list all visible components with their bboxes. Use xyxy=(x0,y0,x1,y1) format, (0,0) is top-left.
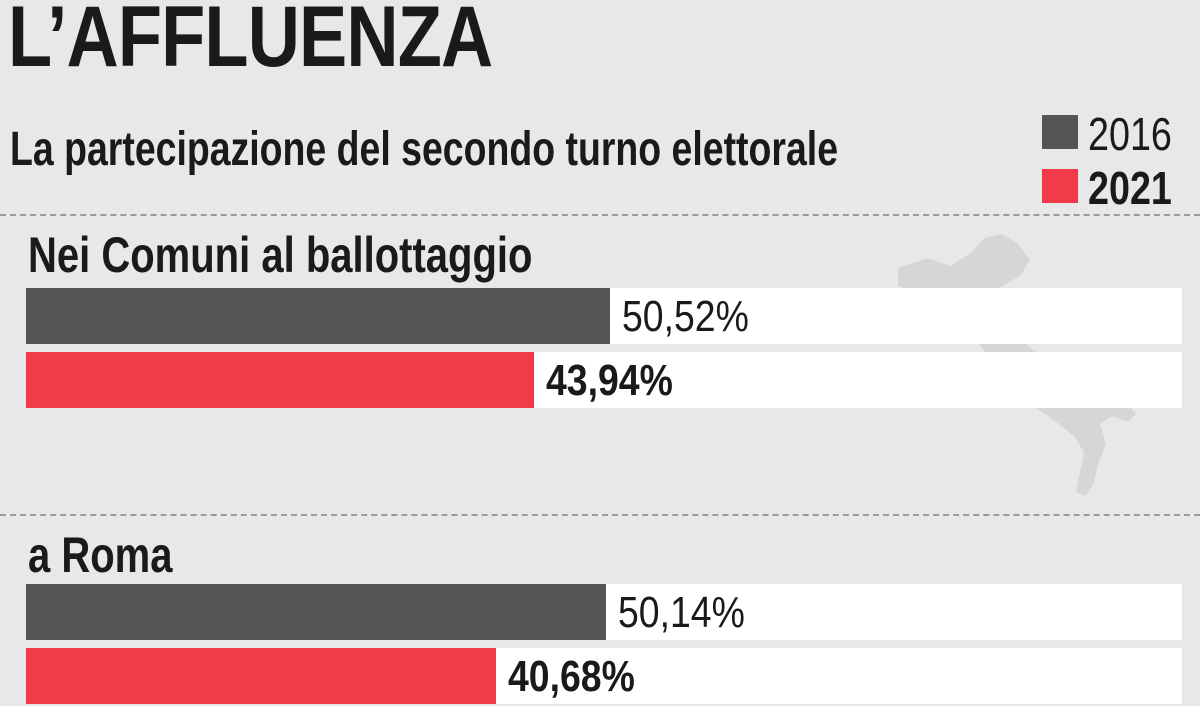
bar-roma-2021 xyxy=(26,648,497,704)
chart-title: L’AFFLUENZA xyxy=(8,0,493,85)
divider-top xyxy=(0,214,1200,216)
section-title-roma: a Roma xyxy=(28,527,173,583)
bar-track-roma-2021: 40,68% xyxy=(26,648,1182,704)
bar-comuni-2021 xyxy=(26,352,534,408)
value-label-roma-2016: 50,14% xyxy=(617,588,745,637)
bar-track-comuni-2021: 43,94% xyxy=(26,352,1182,408)
legend-item-2016: 2016 xyxy=(1040,107,1190,161)
legend: 2016 2021 xyxy=(1040,107,1190,215)
chart-subtitle: La partecipazione del secondo turno elet… xyxy=(10,123,839,176)
bar-comuni-2016 xyxy=(26,288,610,344)
bar-track-comuni-2016: 50,52% xyxy=(26,288,1182,344)
legend-item-2021: 2021 xyxy=(1040,161,1190,215)
divider-middle xyxy=(0,514,1200,516)
value-label-comuni-2016: 50,52% xyxy=(622,292,749,341)
value-label-roma-2021: 40,68% xyxy=(508,652,636,701)
legend-swatch-2021 xyxy=(1042,169,1078,203)
value-label-comuni-2021: 43,94% xyxy=(545,356,673,405)
section-title-comuni: Nei Comuni al ballottaggio xyxy=(28,227,533,283)
bar-roma-2016 xyxy=(26,584,606,640)
bar-track-roma-2016: 50,14% xyxy=(26,584,1182,640)
legend-label-2021: 2021 xyxy=(1088,162,1172,214)
legend-label-2016: 2016 xyxy=(1088,108,1172,160)
legend-swatch-2016 xyxy=(1042,115,1078,149)
